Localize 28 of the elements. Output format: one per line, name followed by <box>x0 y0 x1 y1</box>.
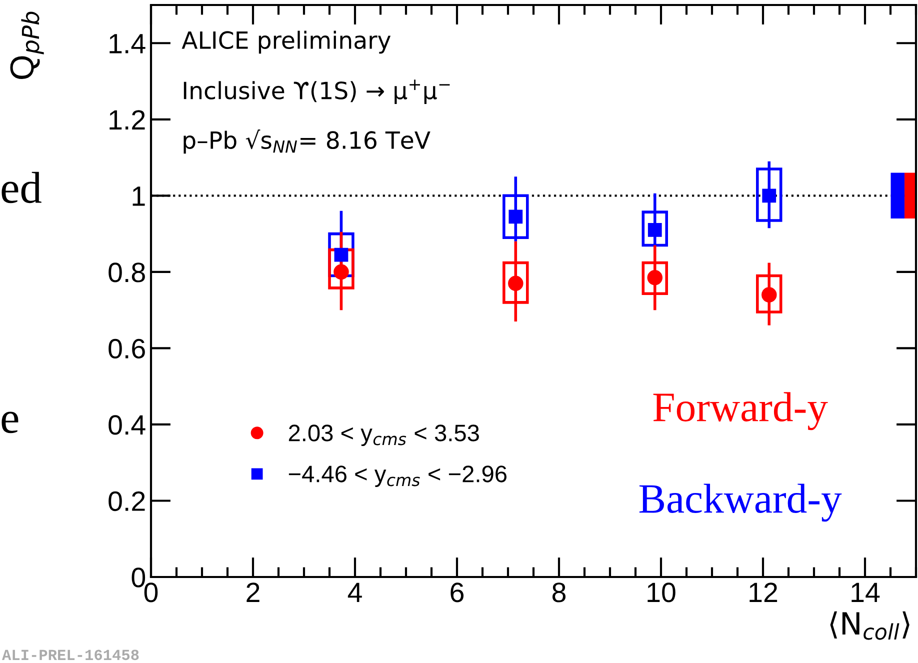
x-tick-label: 12 <box>750 582 778 602</box>
y-tick-label: 0.6 <box>108 338 145 359</box>
x-tick-label: 10 <box>648 582 676 602</box>
x-axis-title: ⟨N$_{coll}$⟩ <box>830 611 910 640</box>
y-tick-label: 1.2 <box>110 110 145 130</box>
y-axis-title: Q$_{pPb}$ <box>10 12 44 79</box>
y-tick-label: 1.4 <box>110 34 146 54</box>
y-tick-label: 0.8 <box>108 262 145 282</box>
annotation: Backward-y <box>639 484 842 522</box>
x-tick-label: 8 <box>552 582 566 602</box>
y-tick-label: 0.4 <box>108 415 146 435</box>
annotation: Inclusive ϒ(1S) → μ$^{+}$μ$^{−}$ <box>184 80 450 104</box>
x-tick-label: 14 <box>852 582 880 602</box>
legend-label: 2.03 < y$_{cms}$ < 3.53 <box>288 424 479 446</box>
text: ed <box>2 172 42 204</box>
annotation: ALICE preliminary <box>182 30 391 54</box>
x-tick-label: 2 <box>246 582 260 602</box>
x-tick-label: 0 <box>144 582 158 602</box>
text: e <box>2 412 18 434</box>
y-tick-label: 0.2 <box>108 491 145 512</box>
x-tick-label: 6 <box>450 582 464 602</box>
legend-label: −4.46 < y$_{cms}$ < −2.96 <box>288 466 506 488</box>
x-tick-label: 4 <box>348 582 362 602</box>
annotation: Forward-y <box>653 392 828 430</box>
annotation: p–Pb √s$_{NN}$= 8.16 TeV <box>184 130 430 154</box>
text: ALI-PREL-161458 <box>2 650 139 660</box>
y-tick-label: 1 <box>132 186 145 206</box>
y-tick-label: 0 <box>132 568 146 588</box>
